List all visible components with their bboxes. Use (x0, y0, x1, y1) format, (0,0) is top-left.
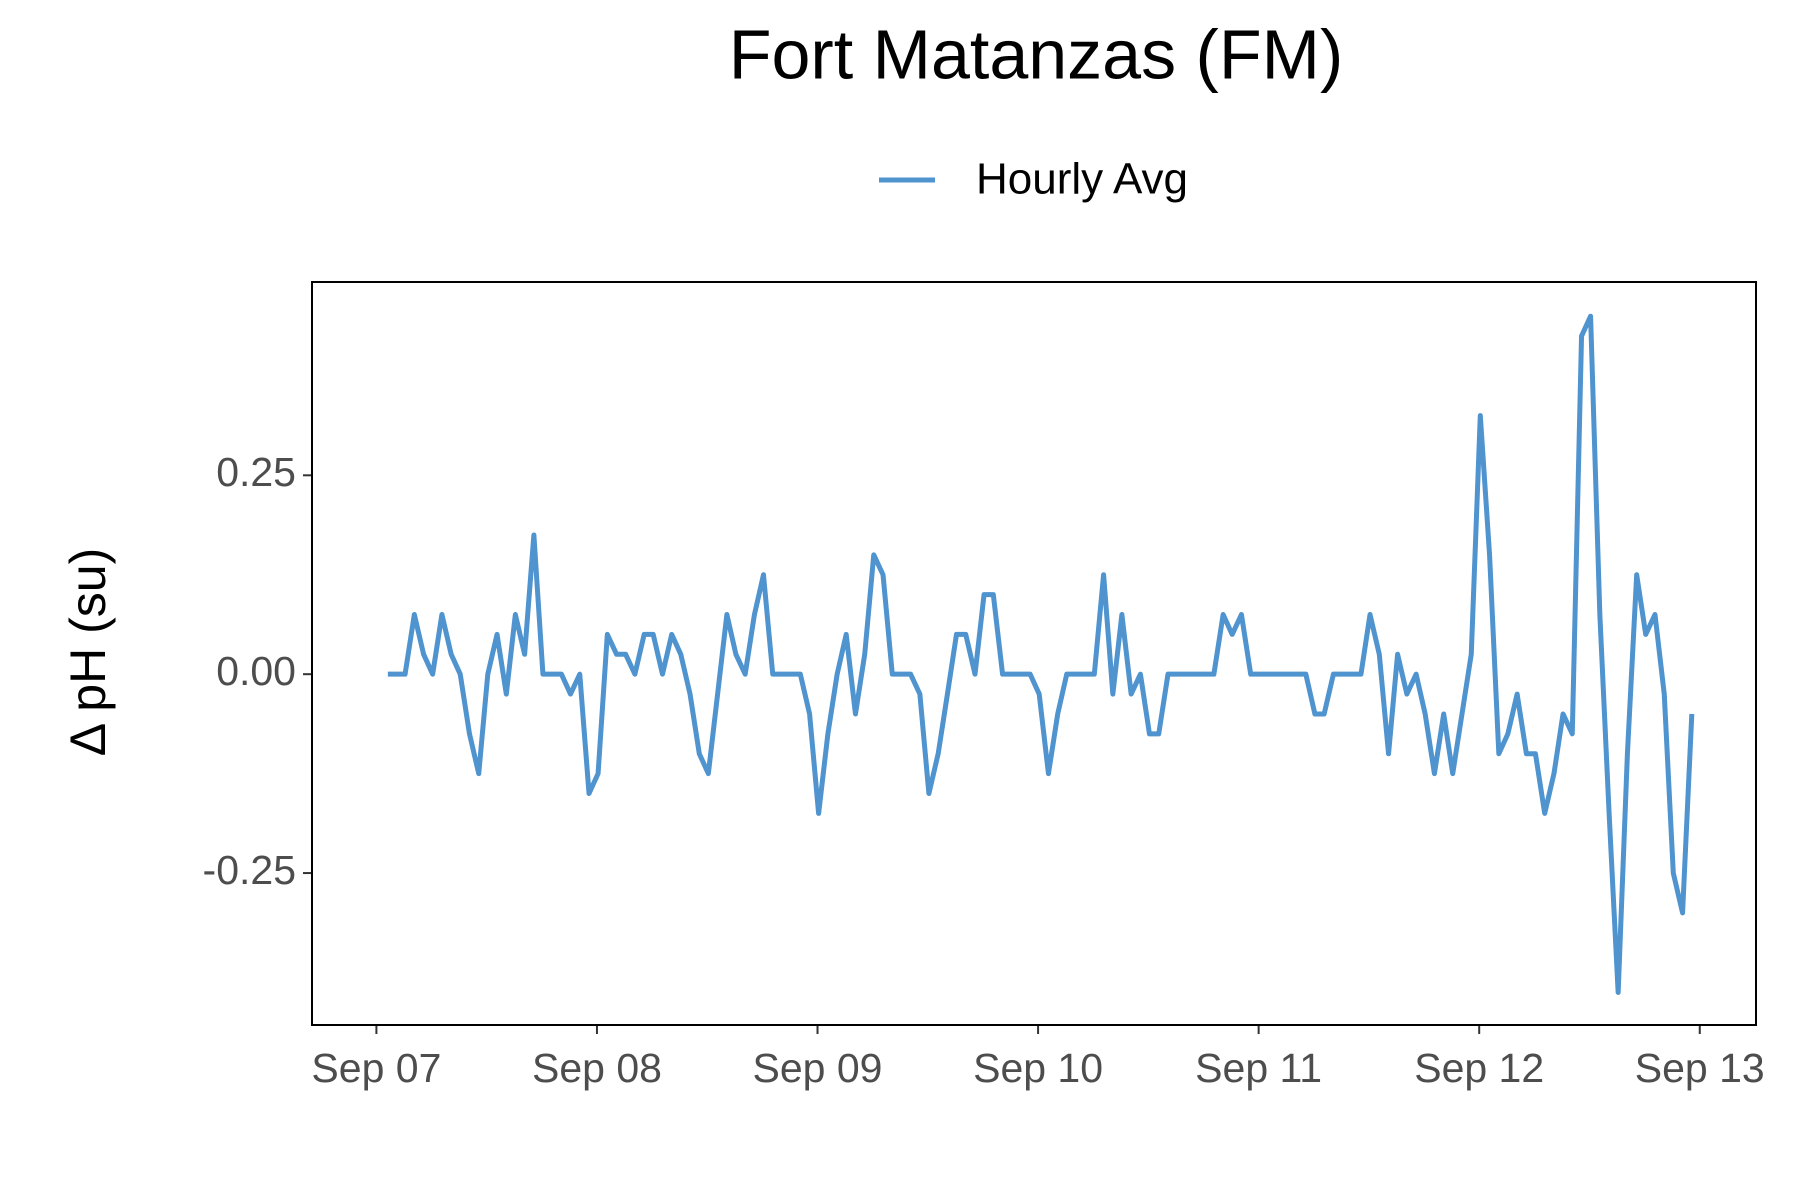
y-tick-label: 0.00 (216, 648, 296, 694)
y-axis-label: Δ pH (su) (60, 548, 116, 756)
x-tick-label: Sep 12 (1414, 1045, 1544, 1091)
x-tick-label: Sep 10 (973, 1045, 1103, 1091)
chart-title: Fort Matanzas (FM) (729, 15, 1344, 93)
x-tick-label: Sep 09 (753, 1045, 883, 1091)
x-tick-label: Sep 07 (311, 1045, 441, 1091)
data-line (387, 313, 1695, 995)
x-tick-label: Sep 13 (1635, 1045, 1765, 1091)
x-tick-label: Sep 08 (532, 1045, 662, 1091)
x-tick-label: Sep 11 (1195, 1045, 1322, 1091)
y-tick-label: 0.25 (216, 449, 296, 495)
legend-label: Hourly Avg (976, 155, 1188, 204)
y-tick-label: -0.25 (203, 847, 296, 893)
plot-frame (311, 281, 1757, 1026)
